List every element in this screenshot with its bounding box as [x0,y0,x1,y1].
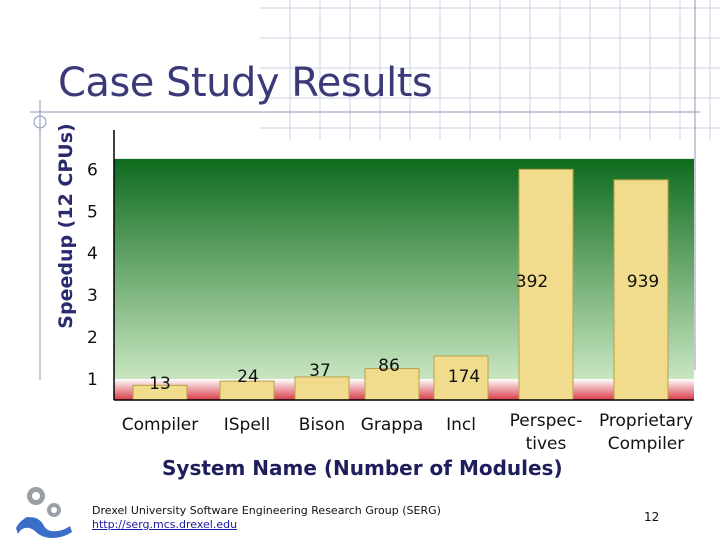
page-number: 12 [644,510,660,524]
data-label-3: 86 [378,356,400,376]
y-tick-label-3: 3 [87,286,98,306]
x-category-label-2-0: Bison [299,415,345,435]
serg-logo-icon [16,487,72,538]
data-label-2: 37 [309,361,331,381]
y-tick-label-1: 1 [87,370,98,390]
speedup-gain-band [114,158,694,380]
data-label-0: 13 [149,374,171,394]
footer-credits: Drexel University Software Engineering R… [92,504,441,532]
slide-title: Case Study Results [58,60,433,106]
x-category-label-3-0: Grappa [361,415,424,435]
x-category-label-5-0: Perspec- [510,411,583,431]
bar-4 [433,355,489,401]
y-tick-label-2: 2 [87,328,98,348]
x-axis-label: System Name (Number of Modules) [162,456,563,480]
x-category-label-0-0: Compiler [122,415,199,435]
data-label-4: 174 [448,367,480,387]
footer-website-link[interactable]: http://serg.mcs.drexel.edu [92,518,238,531]
footer-organization: Drexel University Software Engineering R… [92,504,441,517]
bar-6 [613,179,669,401]
x-category-label-6-0: Proprietary [599,411,693,431]
x-category-label-4-0: Incl [446,415,476,435]
x-category-label-5-1: tives [526,434,567,454]
data-label-5: 392 [516,272,548,292]
x-category-label-6-1: Compiler [608,434,685,454]
data-label-1: 24 [237,367,259,387]
y-tick-label-5: 5 [87,202,98,222]
y-tick-label-4: 4 [87,244,98,264]
y-tick-label-6: 6 [87,160,98,180]
x-category-label-1-0: ISpell [224,415,271,435]
data-label-6: 939 [627,272,659,292]
bar-5 [518,168,574,401]
